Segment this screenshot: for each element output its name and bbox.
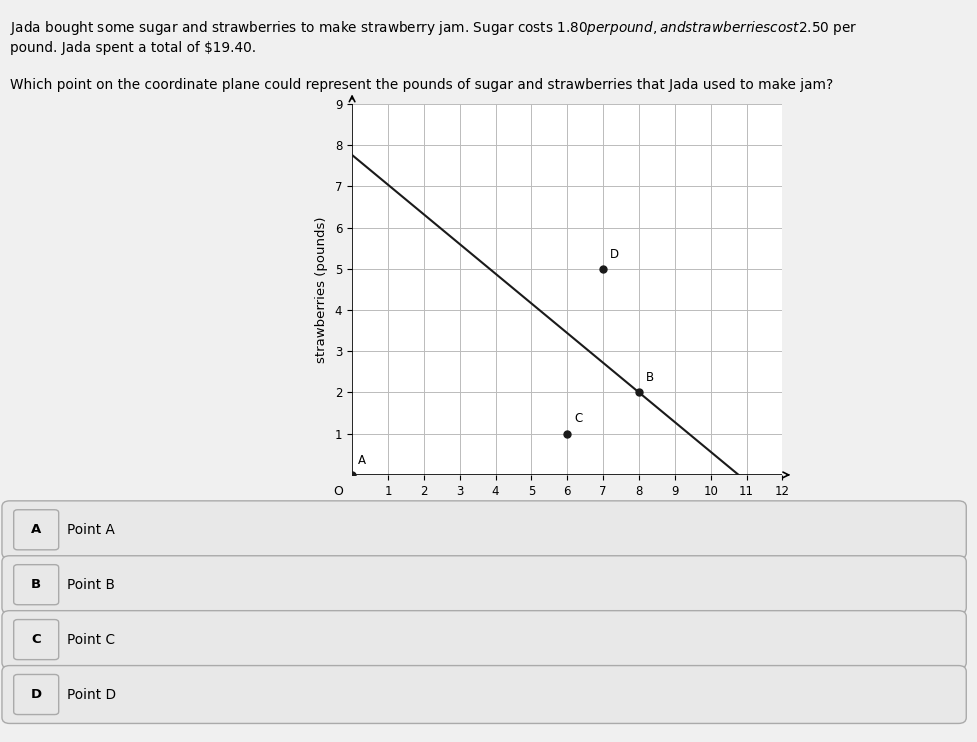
Text: Jada bought some sugar and strawberries to make strawberry jam. Sugar costs $1.8: Jada bought some sugar and strawberries … (10, 19, 857, 36)
Text: A: A (358, 453, 365, 467)
Text: O: O (332, 485, 342, 498)
Text: Point C: Point C (66, 633, 114, 646)
Text: D: D (30, 688, 42, 701)
Text: Point D: Point D (66, 688, 115, 701)
Text: pound. Jada spent a total of $19.40.: pound. Jada spent a total of $19.40. (10, 41, 256, 55)
Text: C: C (31, 633, 41, 646)
Text: B: B (31, 578, 41, 591)
Text: Point A: Point A (66, 523, 114, 536)
Text: A: A (31, 523, 41, 536)
Text: C: C (573, 413, 582, 425)
X-axis label: sugar (pounds): sugar (pounds) (516, 505, 617, 518)
Text: Point B: Point B (66, 578, 114, 591)
Y-axis label: strawberries (pounds): strawberries (pounds) (315, 216, 327, 363)
Text: Which point on the coordinate plane could represent the pounds of sugar and stra: Which point on the coordinate plane coul… (10, 78, 832, 92)
Text: B: B (646, 371, 654, 384)
Text: Select the correct choice.: Select the correct choice. (10, 501, 184, 515)
Text: D: D (610, 248, 618, 260)
